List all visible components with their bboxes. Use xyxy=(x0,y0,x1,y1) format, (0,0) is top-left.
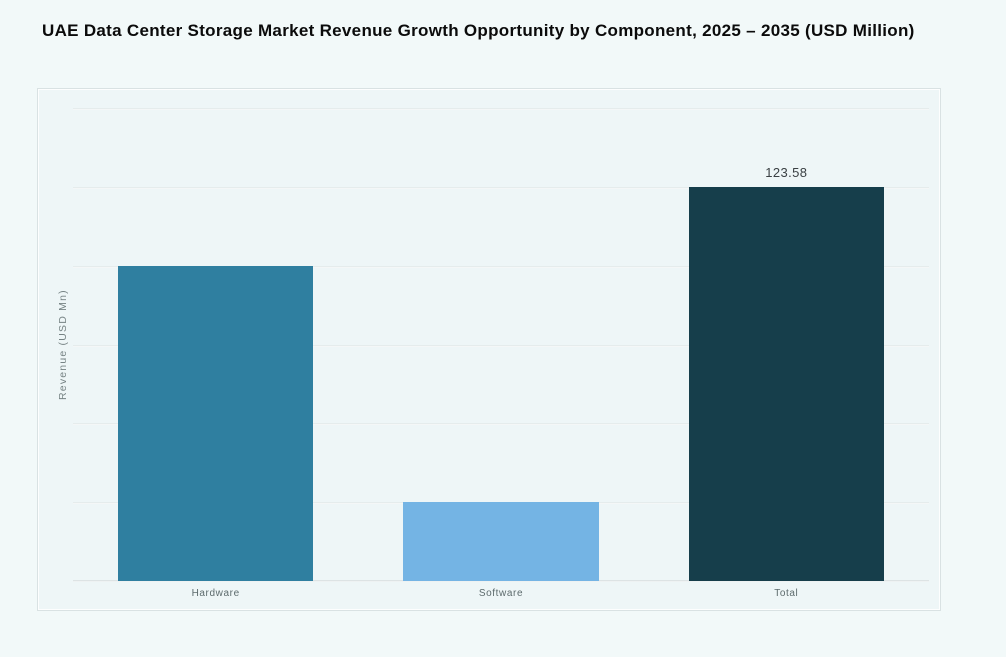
bar-slot-hardware xyxy=(73,108,358,581)
bar-slot-total: 123.58 xyxy=(644,108,929,581)
x-axis-line xyxy=(73,580,929,582)
chart-title: UAE Data Center Storage Market Revenue G… xyxy=(42,21,915,40)
gridline xyxy=(73,265,929,268)
chart-panel: Revenue (USD Mn) 123.58 Hardware Software… xyxy=(37,88,941,611)
x-axis-label-hardware: Hardware xyxy=(191,588,240,599)
gridline xyxy=(73,186,929,189)
gridline xyxy=(73,423,929,426)
x-axis-label-software: Software xyxy=(478,588,524,599)
bar-software xyxy=(403,502,599,581)
gridline xyxy=(73,108,929,110)
x-axis-labels: Hardware Software Total xyxy=(73,588,929,599)
x-axis-label-total: Total xyxy=(774,588,799,599)
plot-area: 123.58 xyxy=(73,108,929,582)
gridline xyxy=(73,344,929,347)
bar-hardware xyxy=(118,265,314,581)
bars-row: 123.58 xyxy=(73,108,929,581)
bar-value-label-total: 123.58 xyxy=(765,164,808,180)
bar-slot-software xyxy=(358,108,643,581)
bar-total xyxy=(688,186,884,581)
